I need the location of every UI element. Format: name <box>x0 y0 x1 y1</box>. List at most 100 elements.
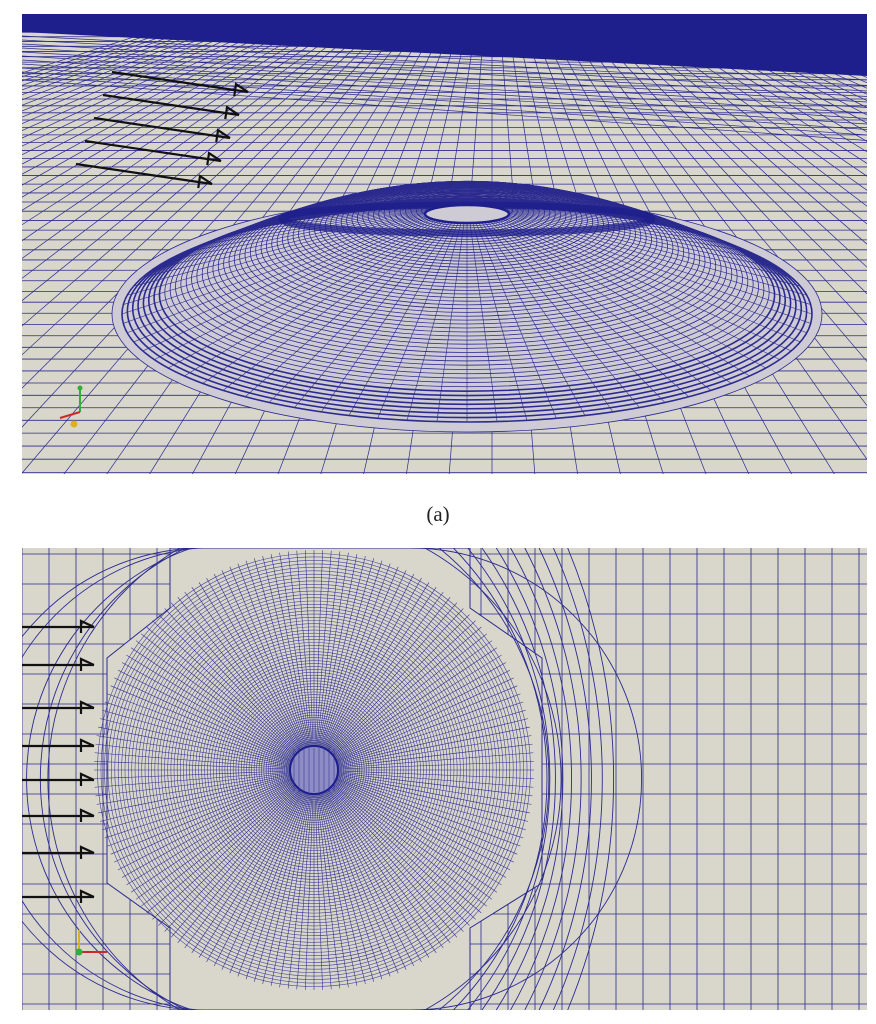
ground-column-line <box>22 14 207 74</box>
radial-spoke <box>333 640 493 757</box>
radial-spoke <box>321 560 383 748</box>
dome-radial-line <box>488 205 780 269</box>
radial-spoke <box>331 620 476 754</box>
dome-radial-line <box>489 206 792 278</box>
ground-column-line <box>22 14 385 327</box>
radial-spoke <box>152 786 297 920</box>
radial-spoke <box>337 726 530 766</box>
inflow-arrow-1 <box>111 70 249 94</box>
radial-spoke <box>279 793 311 988</box>
dome-mesh <box>111 180 823 433</box>
dome-radial-line <box>121 208 443 315</box>
radial-spoke <box>321 792 383 980</box>
wake-arc <box>467 548 551 1010</box>
ground-column-line <box>22 14 393 356</box>
dome-radial-line <box>268 214 454 403</box>
dome-radial-line <box>202 213 449 384</box>
radial-spoke <box>245 792 307 980</box>
radial-spoke <box>98 726 291 766</box>
wake-arc <box>552 548 603 1010</box>
ground-column-line <box>22 14 300 147</box>
inflow-arrow-8-head <box>79 889 95 903</box>
ground-column-line <box>22 14 249 101</box>
radial-spoke <box>332 784 487 907</box>
radial-spoke <box>206 577 303 750</box>
radial-spoke <box>335 779 514 863</box>
ground-column-line <box>22 14 264 112</box>
ground-column-line <box>22 14 221 82</box>
band-line <box>22 47 867 97</box>
upstream-arc <box>22 548 205 1010</box>
radial-spoke <box>158 614 298 754</box>
dome-radial-line <box>320 215 458 413</box>
ground-column-line <box>22 14 328 186</box>
inflow-arrow-2-head <box>79 657 95 671</box>
radial-spoke <box>146 785 296 914</box>
dome-radial-line <box>436 216 466 422</box>
radial-spoke <box>198 582 302 750</box>
radial-spoke <box>262 556 309 747</box>
radial-spoke <box>337 761 534 770</box>
radial-spoke <box>170 788 299 938</box>
inflow-arrow-4-head <box>206 151 222 166</box>
dome-radial-line <box>480 214 666 403</box>
ground-column-line <box>22 14 357 242</box>
dome-radial-line <box>483 214 712 391</box>
radial-spoke <box>287 551 312 747</box>
band-line <box>22 67 867 125</box>
radial-spoke <box>333 783 493 900</box>
mesh-panel-perspective <box>22 14 867 474</box>
ground-column-line <box>22 14 342 211</box>
radial-spoke <box>336 701 524 763</box>
wake-arc <box>410 548 643 1010</box>
dome-radial-line <box>490 206 801 287</box>
mesh-top-view <box>22 548 867 1010</box>
dome-radial-line <box>486 213 750 377</box>
inflow-arrow-3 <box>93 116 231 140</box>
ground-column-line <box>22 14 314 165</box>
band-line <box>22 51 867 103</box>
radial-spoke <box>213 791 304 967</box>
radial-spoke <box>110 778 292 855</box>
ground-column-line <box>22 14 364 259</box>
radial-spoke <box>126 782 294 886</box>
radial-spoke <box>254 793 308 982</box>
dome-radial-line <box>377 216 462 419</box>
radial-spoke <box>316 793 341 989</box>
dome-radial-line <box>488 211 780 360</box>
radial-spoke <box>334 662 507 759</box>
radial-spoke <box>318 793 358 986</box>
radial-spoke <box>198 790 302 958</box>
radial-spoke <box>322 792 391 977</box>
radial-spoke <box>335 780 511 871</box>
radial-spoke <box>130 647 295 757</box>
radial-spoke <box>102 710 291 764</box>
radial-spoke <box>326 582 430 750</box>
ground-column-line <box>22 14 214 78</box>
radial-spoke <box>126 654 294 758</box>
radial-spoke <box>324 791 415 967</box>
ground-column-line <box>22 14 235 91</box>
inflow-arrow-4 <box>84 139 222 163</box>
radial-spoke <box>322 563 391 748</box>
inflow-arrow-2 <box>102 93 240 117</box>
ground-column-line <box>22 14 335 198</box>
radial-spoke <box>117 669 293 760</box>
band-line <box>22 55 867 108</box>
radial-spoke <box>337 710 526 764</box>
dome-radial-line <box>406 216 464 421</box>
dome-radial-line <box>487 204 766 261</box>
upstream-arc <box>22 548 199 1010</box>
panel-a-caption: (a) <box>426 502 450 526</box>
radial-spoke <box>95 743 291 768</box>
radial-spoke <box>114 677 293 761</box>
dome-radial-line <box>202 203 449 245</box>
band-line <box>22 71 867 130</box>
inflow-arrow-5-head <box>79 772 95 786</box>
radial-spoke <box>319 793 366 984</box>
wake-arc <box>453 548 548 1010</box>
radial-spoke <box>325 577 422 750</box>
radial-spoke <box>152 620 297 754</box>
dome-radial-line <box>468 216 498 422</box>
dome-radial-line <box>133 206 444 287</box>
